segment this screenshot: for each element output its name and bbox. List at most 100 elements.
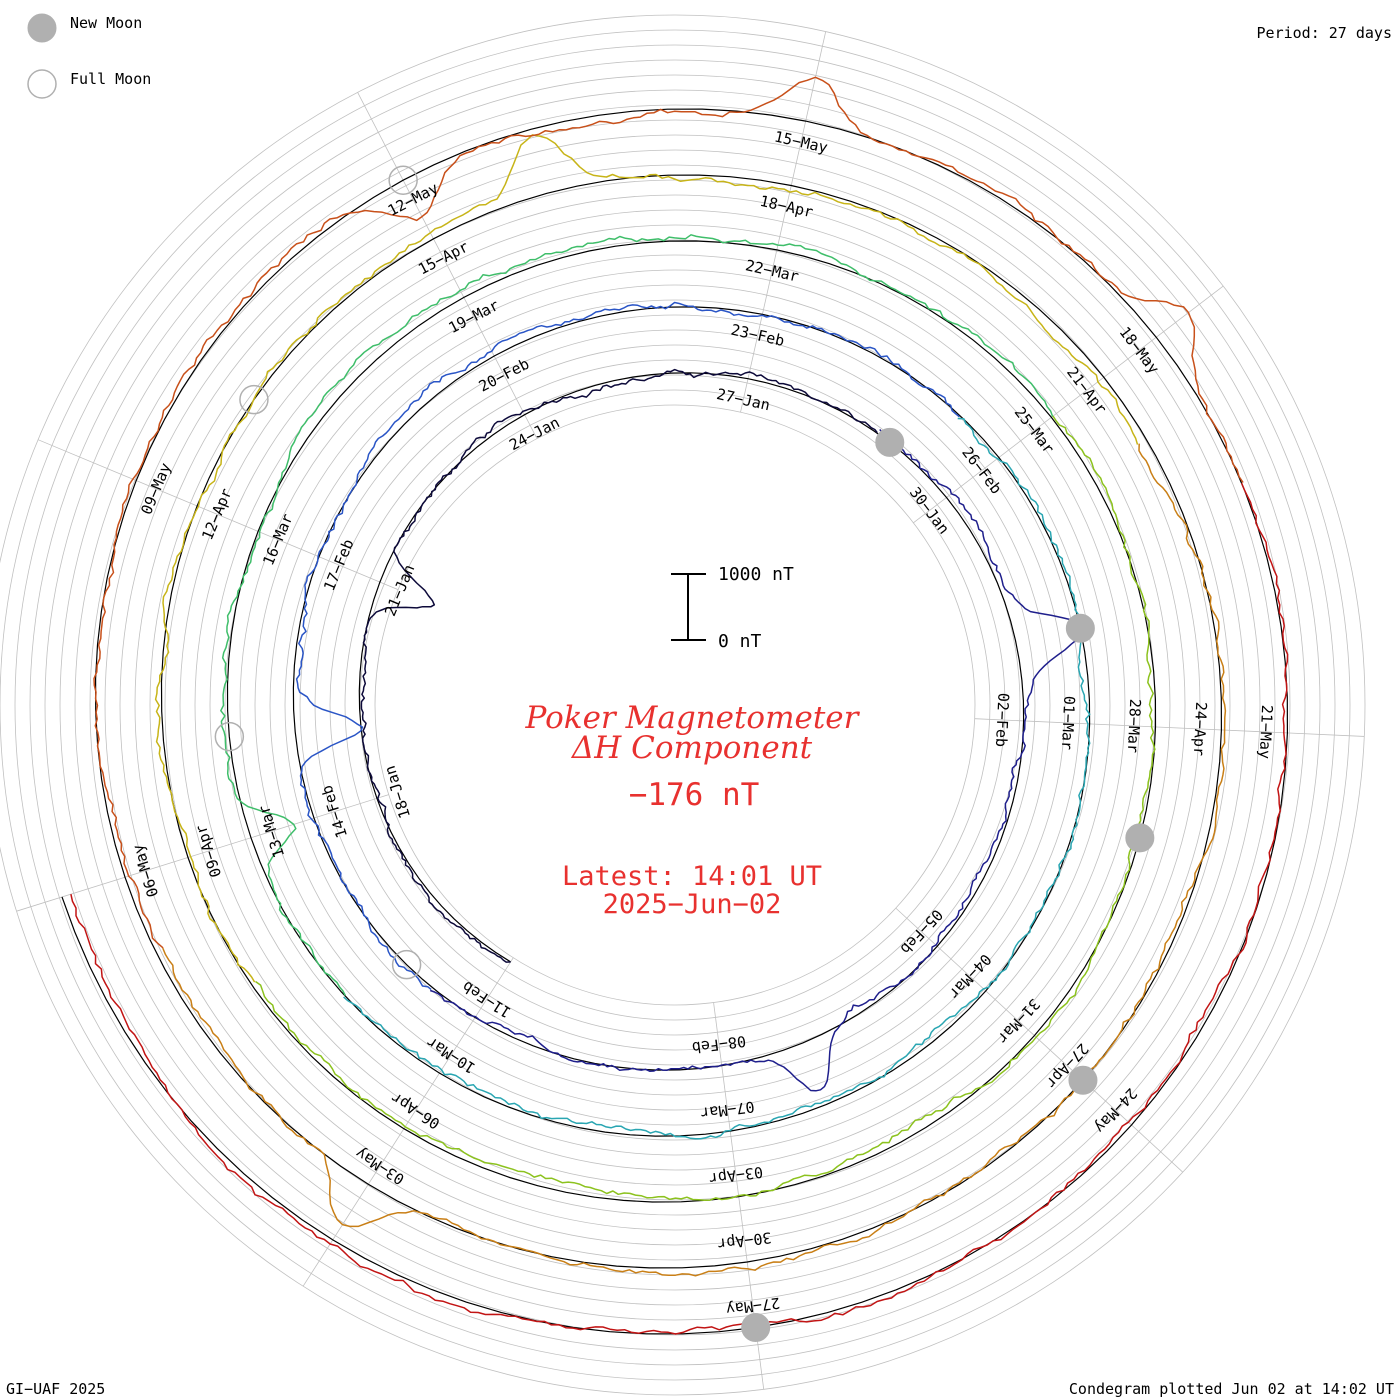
trace-segment	[429, 428, 1085, 1092]
date-tick-label: 21−Jan	[381, 562, 418, 619]
date-tick-label: 14−Feb	[318, 783, 351, 840]
grid-spoke	[913, 285, 1224, 524]
scale-bar: 1000 nT 0 nT	[671, 564, 794, 652]
grid-ring	[284, 314, 1066, 1096]
grid-ring	[299, 329, 1051, 1081]
date-tick-label: 27−Jan	[715, 385, 772, 414]
date-tick-label: 20−Feb	[476, 355, 532, 396]
grid-ring	[179, 209, 1171, 1201]
grid-ring	[29, 59, 1321, 1351]
date-tick-label: 18−Apr	[758, 192, 815, 221]
trace-segment	[295, 301, 960, 990]
moon-layer	[214, 165, 1155, 1342]
grid-ring	[269, 299, 1081, 1111]
date-tick-label: 24−May	[1091, 1084, 1141, 1136]
date-tick-label: 15−May	[773, 127, 830, 156]
grid-ring	[74, 104, 1276, 1306]
latest-time: Latest: 14:01 UT	[562, 861, 822, 892]
date-tick-label: 02−Feb	[992, 692, 1012, 747]
date-tick-label: 06−May	[129, 842, 162, 899]
grid-ring	[224, 254, 1126, 1156]
trace-segment	[360, 368, 878, 963]
grid-ring	[164, 194, 1186, 1216]
grid-spoke	[302, 957, 514, 1287]
grid-ring	[254, 284, 1096, 1126]
date-tick-label: 03−May	[352, 1144, 407, 1188]
trace-segment	[162, 443, 1227, 1277]
grid-spoke	[895, 907, 1184, 1173]
new-moon-marker	[1065, 613, 1095, 643]
new-moon-legend-icon	[27, 13, 57, 43]
grid-ring	[59, 89, 1291, 1321]
footer-plotted: Condegram plotted Jun 02 at 14:02 UT	[1069, 1380, 1394, 1398]
date-tick-label: 18−Jan	[381, 763, 414, 820]
trace-segment	[343, 417, 1091, 1140]
trace-segment	[93, 76, 1244, 949]
grid-ring	[344, 374, 1006, 1036]
full-moon-marker	[214, 721, 245, 752]
scale-top-label: 1000 nT	[718, 564, 794, 585]
grid-layer	[0, 14, 1366, 1396]
grid-ring	[149, 179, 1201, 1231]
full-moon-legend-label: Full Moon	[70, 70, 151, 88]
current-value: −176 nT	[629, 777, 760, 813]
trace-segment	[255, 415, 1156, 1201]
trace-segment	[70, 482, 1289, 1335]
date-tick-label: 08−Feb	[691, 1032, 747, 1057]
date-tick-label: 24−Jan	[506, 413, 562, 454]
baseline-layer	[61, 108, 1289, 1335]
date-tick-label: 21−Apr	[1063, 363, 1110, 417]
new-moon-marker	[1125, 823, 1155, 853]
trace-layer	[70, 76, 1289, 1335]
grid-spoke	[37, 439, 399, 591]
scale-bottom-label: 0 nT	[718, 631, 762, 652]
grid-ring	[0, 14, 1366, 1396]
period-label: Period: 27 days	[1257, 24, 1392, 42]
new-moon-marker	[875, 427, 905, 457]
date-tick-label: 28−Mar	[1124, 698, 1144, 753]
trace-segment	[220, 234, 1054, 996]
new-moon-marker	[741, 1312, 771, 1342]
date-tick-label: 13−Mar	[255, 803, 288, 860]
date-tick-label: 09−May	[137, 460, 174, 517]
grid-ring	[374, 404, 976, 1006]
date-tick-label: 01−Mar	[1058, 695, 1078, 750]
grid-ring	[119, 149, 1231, 1261]
full-moon-legend-icon	[27, 69, 57, 99]
new-moon-marker	[1068, 1065, 1098, 1095]
full-moon-marker	[391, 949, 422, 980]
grid-ring	[209, 239, 1141, 1171]
date-tick-label: 10−Mar	[423, 1033, 478, 1077]
full-moon-marker	[239, 384, 269, 415]
grid-spoke	[974, 718, 1365, 737]
new-moon-legend-label: New Moon	[70, 14, 142, 32]
trace-segment	[154, 134, 1139, 983]
date-tick-label: 03−Apr	[708, 1163, 764, 1188]
date-tick-label: 04−Mar	[945, 950, 995, 1002]
spoke-layer	[16, 31, 1365, 1390]
grid-ring	[44, 74, 1306, 1336]
grid-ring	[0, 29, 1351, 1381]
grid-ring	[89, 119, 1261, 1291]
footer-credit: GI−UAF 2025	[6, 1380, 105, 1398]
grid-ring	[134, 164, 1216, 1246]
grid-spoke	[740, 31, 827, 413]
baseline-spiral	[61, 108, 1289, 1335]
date-tick-label: 24−Apr	[1190, 701, 1210, 756]
full-moon-marker	[388, 165, 418, 195]
date-tick-label: 23−Feb	[729, 321, 786, 350]
grid-ring	[314, 344, 1036, 1066]
grid-ring	[14, 44, 1336, 1366]
date-tick-label: 18−May	[1116, 323, 1163, 377]
date-tick-label: 21−May	[1256, 704, 1276, 759]
grid-spoke	[16, 794, 389, 912]
date-tick-label: 12−Apr	[198, 486, 235, 543]
date-tick-label: 27−May	[725, 1294, 781, 1319]
date-tick-label: 30−Apr	[716, 1228, 772, 1253]
grid-ring	[329, 359, 1021, 1051]
chart-title: Poker Magnetometer	[525, 700, 861, 736]
chart-subtitle: ΔH Component	[571, 730, 813, 766]
grid-ring	[239, 269, 1111, 1141]
grid-spoke	[357, 92, 538, 439]
